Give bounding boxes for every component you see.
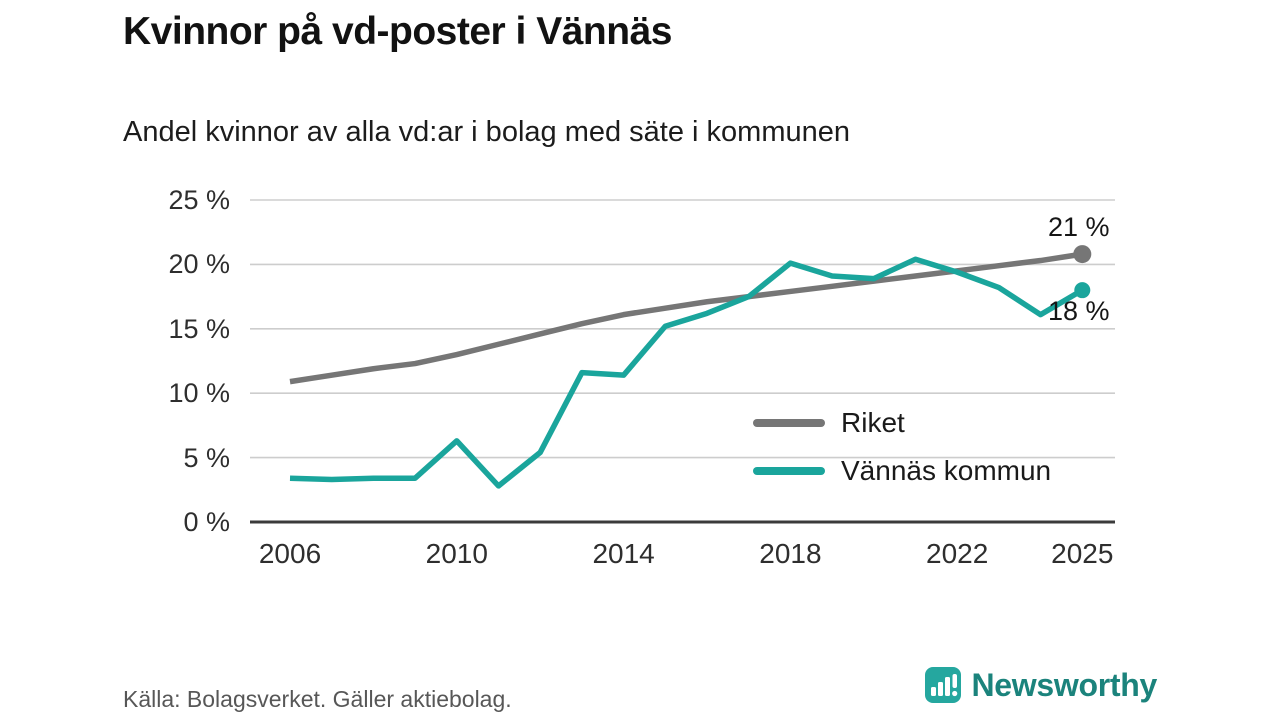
x-tick-label: 2010	[425, 538, 488, 569]
x-tick-label: 2018	[759, 538, 822, 569]
series-end-dot-0	[1073, 245, 1092, 264]
legend-swatch-vannas	[753, 467, 825, 475]
brand-logo: Newsworthy	[924, 666, 1158, 704]
y-tick-label: 0 %	[183, 507, 230, 537]
legend-label-vannas: Vännäs kommun	[841, 455, 1052, 486]
y-tick-label: 25 %	[168, 185, 230, 215]
legend-row-riket: Riket	[753, 399, 1051, 447]
series-line-1	[289, 256, 1084, 489]
newsworthy-icon	[924, 667, 961, 703]
end-value-label-vannas: 18 %	[1048, 296, 1110, 326]
brand-wordmark: Newsworthy	[971, 666, 1158, 703]
y-axis: 0 % 5 % 10 % 15 % 20 % 25 %	[0, 0, 230, 720]
x-tick-label: 2006	[258, 538, 322, 569]
chart-subtitle: Andel kvinnor av alla vd:ar i bolag med …	[123, 116, 850, 148]
series-end-dot-1	[1074, 282, 1091, 299]
x-tick-label: 2022	[926, 538, 989, 569]
legend-row-vannas: Vännäs kommun	[753, 447, 1051, 495]
y-tick-label: 10 %	[168, 378, 230, 409]
x-tick-label: 2025	[1051, 538, 1114, 569]
y-tick-label: 15 %	[168, 313, 230, 344]
legend-swatch-riket	[753, 419, 825, 427]
y-tick-label: 5 %	[183, 442, 230, 473]
y-tick-label: 20 %	[168, 249, 230, 280]
legend-label-riket: Riket	[841, 407, 905, 438]
chart-legend: Riket Vännäs kommun	[753, 399, 1051, 495]
end-value-label-riket: 21 %	[1048, 212, 1110, 242]
line-chart	[250, 199, 1115, 524]
x-tick-label: 2014	[592, 538, 655, 569]
page-title: Kvinnor på vd-poster i Vännäs	[123, 10, 672, 53]
source-note: Källa: Bolagsverket. Gäller aktiebolag.	[123, 686, 512, 712]
